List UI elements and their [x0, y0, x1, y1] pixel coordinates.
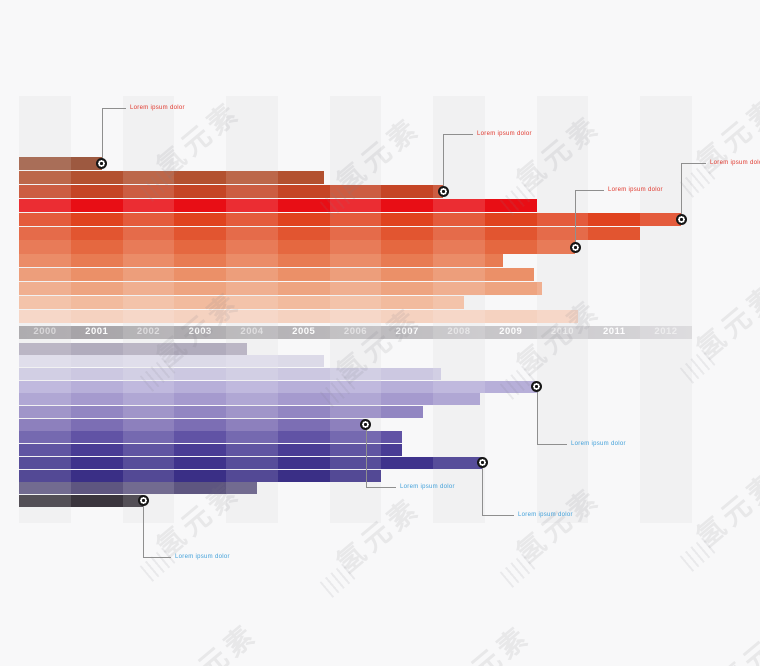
callout-vertical-line	[101, 108, 103, 164]
callout-vertical-line	[681, 163, 683, 220]
marker-dot[interactable]	[675, 213, 687, 225]
marker-dot[interactable]	[531, 381, 542, 393]
axis-year-2008: 2008	[447, 326, 471, 337]
marker-dot[interactable]	[476, 457, 488, 469]
bar-lower-cool-3[interactable]	[19, 380, 537, 393]
axis-year-2000: 2000	[33, 326, 57, 337]
bar-lower-cool-5[interactable]	[19, 406, 423, 418]
callout-vertical-line	[482, 462, 484, 515]
bar-lower-cool-11[interactable]	[19, 482, 258, 495]
bar-upper-warm-4[interactable]	[19, 212, 682, 226]
marker-dot[interactable]	[360, 419, 372, 431]
callout-vertical-line	[443, 134, 445, 192]
column-stripe-2012	[640, 96, 692, 523]
axis-year-2006: 2006	[343, 326, 368, 337]
axis-year-2012: 2012	[654, 326, 678, 337]
column-highlight-2002	[122, 96, 175, 523]
marker-dot[interactable]	[437, 185, 449, 197]
bar-upper-warm-10[interactable]	[19, 296, 465, 310]
axis-year-2007: 2007	[395, 326, 419, 337]
axis-year-2010: 2010	[550, 326, 575, 337]
column-highlight-2004	[226, 96, 278, 523]
callout-label: Lorem ipsum dolor	[477, 131, 532, 137]
bar-lower-cool-12[interactable]	[19, 494, 144, 507]
column-highlight-2012	[640, 96, 692, 523]
callout-label: Lorem ipsum dolor	[175, 554, 230, 560]
bar-upper-warm-8[interactable]	[19, 268, 534, 282]
bar-upper-warm-2[interactable]	[19, 184, 444, 198]
callout-vertical-line	[575, 190, 577, 247]
axis-year-2009: 2009	[499, 326, 523, 337]
axis-year-2004: 2004	[240, 326, 264, 337]
marker-dot[interactable]	[569, 241, 581, 253]
axis-year-2011: 2011	[602, 326, 626, 337]
callout-label: Lorem ipsum dolor	[400, 484, 455, 490]
bar-lower-cool-0[interactable]	[19, 342, 247, 355]
bar-upper-warm-11[interactable]	[19, 309, 578, 324]
axis-year-2002: 2002	[136, 326, 161, 337]
callout-label: Lorem ipsum dolor	[608, 187, 663, 193]
callout-horizontal-line	[101, 108, 126, 109]
bar-upper-warm-6[interactable]	[19, 240, 576, 254]
column-highlight-2008	[433, 96, 485, 523]
bar-lower-cool-10[interactable]	[19, 469, 382, 482]
bar-upper-warm-7[interactable]	[19, 254, 503, 268]
column-stripe-2010	[536, 96, 589, 523]
bar-upper-warm-9[interactable]	[19, 282, 542, 296]
bar-upper-warm-1[interactable]	[19, 170, 325, 185]
bar-lower-cool-8[interactable]	[19, 444, 402, 457]
callout-horizontal-line	[536, 444, 567, 445]
callout-horizontal-line	[575, 190, 604, 191]
callout-vertical-line	[536, 386, 538, 444]
column-highlight-2010	[536, 96, 589, 523]
column-highlight-2006	[329, 96, 382, 523]
year-axis-band	[19, 326, 692, 339]
bar-lower-cool-7[interactable]	[19, 431, 402, 444]
bar-upper-warm-0[interactable]	[19, 157, 102, 171]
bar-lower-cool-4[interactable]	[19, 393, 480, 406]
bar-upper-warm-3[interactable]	[19, 198, 537, 212]
callout-label: Lorem ipsum dolor	[710, 160, 760, 166]
marker-dot[interactable]	[96, 158, 108, 170]
callout-horizontal-line	[443, 134, 473, 135]
bar-lower-cool-1[interactable]	[19, 355, 325, 368]
bar-upper-warm-5[interactable]	[19, 226, 640, 240]
column-stripe-2008	[433, 96, 485, 523]
bar-lower-cool-6[interactable]	[19, 418, 366, 431]
callout-label: Lorem ipsum dolor	[571, 441, 626, 447]
column-highlight-2000	[19, 96, 71, 523]
callout-label: Lorem ipsum dolor	[518, 512, 573, 518]
axis-year-2005: 2005	[292, 326, 316, 337]
axis-year-2003: 2003	[188, 326, 212, 337]
marker-dot[interactable]	[137, 495, 149, 507]
callout-horizontal-line	[143, 557, 171, 558]
bar-lower-cool-2[interactable]	[19, 367, 441, 380]
axis-year-2001: 2001	[85, 326, 109, 337]
callout-label: Lorem ipsum dolor	[130, 105, 185, 111]
callout-horizontal-line	[365, 487, 396, 488]
callout-vertical-line	[143, 500, 145, 557]
callout-vertical-line	[365, 424, 367, 487]
callout-horizontal-line	[482, 515, 514, 516]
callout-horizontal-line	[681, 163, 706, 164]
